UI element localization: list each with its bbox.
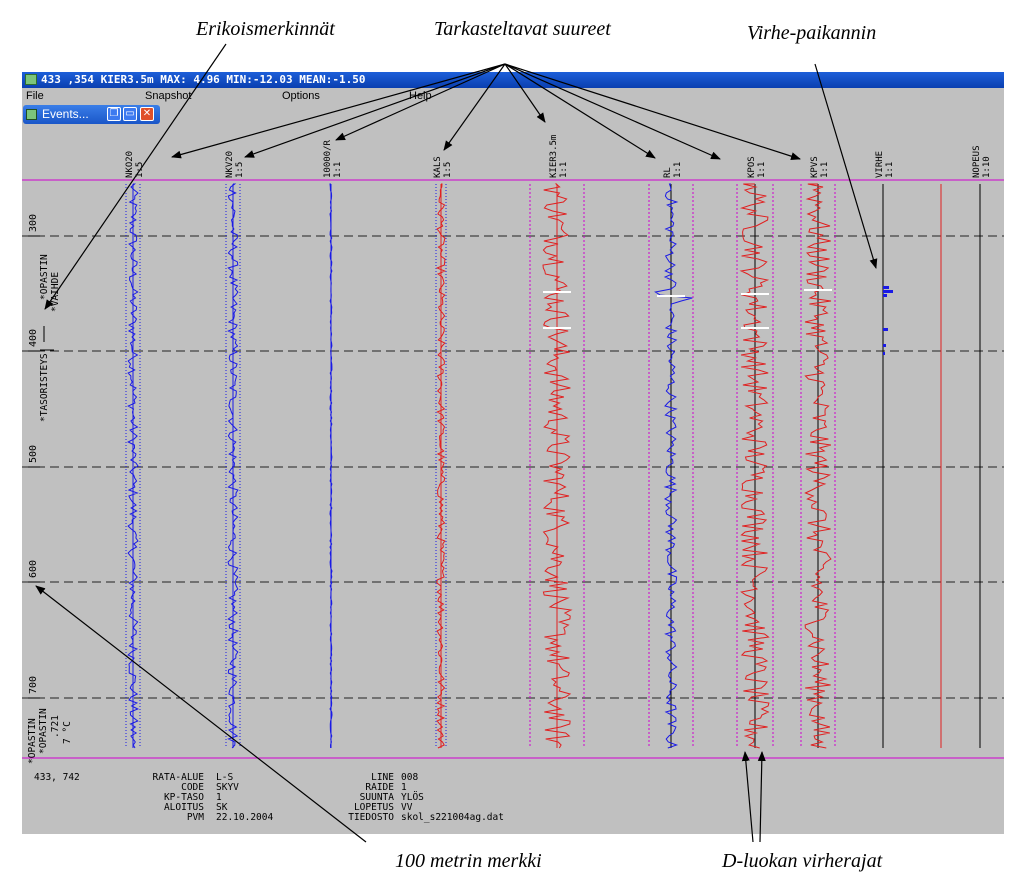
channel-scale: 1:1 — [820, 162, 830, 178]
signal-trace — [329, 183, 333, 749]
footer-position: 433, 742 — [34, 772, 80, 783]
events-window[interactable]: Events... ❐ ▭ ✕ — [23, 105, 160, 124]
signal-trace — [739, 183, 770, 749]
signal-trace — [654, 183, 693, 749]
channel-name: RL — [663, 167, 673, 178]
footer-raide-value: 1 — [401, 782, 407, 793]
distance-label: 500 — [28, 445, 39, 463]
virhe-bar — [883, 328, 888, 331]
window-title: 433 ,354 KIER3.5m MAX: 4.96 MIN:-12.03 M… — [41, 73, 366, 86]
channel-name: KPVS — [810, 156, 820, 178]
channel-name: KIER3.5m — [549, 135, 559, 178]
footer-pvm-value: 22.10.2004 — [216, 812, 274, 823]
app-icon — [25, 74, 37, 85]
menu-bar: File Snapshot Options Help — [22, 88, 1004, 104]
signal-trace — [804, 183, 832, 749]
footer-lopetus-key: LOPETUS — [353, 802, 394, 813]
event-label-value: .721 — [50, 715, 61, 738]
callout-erikoismerkinnat: Erikoismerkinnät — [196, 18, 335, 40]
channel-scale: 1:1 — [757, 162, 767, 178]
virhe-bar — [883, 352, 885, 355]
event-label-vaihde: *VAIHDE — [50, 272, 61, 312]
footer-line-key: LINE — [371, 772, 394, 783]
footer-suunta-key: SUUNTA — [359, 792, 394, 803]
virhe-bar — [883, 294, 887, 297]
channel-scale: 1:1 — [673, 162, 683, 178]
channel-scale: 1:5 — [235, 162, 245, 178]
footer-raide-key: RAIDE — [365, 782, 394, 793]
footer-suunta-value: YLÖS — [401, 792, 424, 803]
events-window-title: Events... — [42, 107, 89, 121]
plot-area: 300 400 500 600 700 *OPASTIN *VAIHDE *TASORISTE… — [22, 104, 1004, 834]
channel-name: NKO20 — [125, 151, 135, 178]
virhe-bar — [883, 286, 889, 289]
channel-name: 10000/R — [323, 139, 333, 178]
distance-label: 700 — [28, 676, 39, 694]
close-button[interactable]: ✕ — [140, 107, 154, 121]
callout-tarkasteltavat-suureet: Tarkasteltavat suureet — [434, 18, 611, 40]
footer-line-value: 008 — [401, 772, 419, 783]
channel-scale: 1:5 — [135, 162, 145, 178]
channel-name: NOPEUS — [972, 145, 982, 178]
virhe-bar — [883, 290, 893, 293]
event-label-tasoristeys: *TASORISTEYS — [39, 353, 50, 422]
window-title-bar[interactable]: 433 ,354 KIER3.5m MAX: 4.96 MIN:-12.03 M… — [22, 72, 1004, 88]
footer-pvm-key: PVM — [186, 812, 204, 823]
channel-scale: 1:10 — [982, 156, 992, 178]
signal-trace — [435, 183, 446, 749]
callout-virhe-paikannin: Virhe-paikannin — [747, 22, 877, 44]
distance-label: 400 — [28, 329, 39, 347]
channel-scale: 1:1 — [559, 162, 569, 178]
event-label-opastin: *OPASTIN — [38, 708, 49, 754]
channel-name: VIRHE — [875, 151, 885, 178]
channel-name: KALS — [433, 156, 443, 178]
footer-info: 433, 742 RATA-ALUE L-S CODE SKYV KP-TASO… — [22, 760, 1004, 834]
channel-scale: 1:5 — [443, 162, 453, 178]
callout-100-metrin-merkki: 100 metrin merkki — [395, 850, 542, 872]
menu-file[interactable]: File — [26, 90, 44, 102]
channel-name: KPOS — [747, 156, 757, 178]
channel-name: NKV20 — [225, 151, 235, 178]
events-window-icon — [26, 109, 37, 120]
distance-label: 300 — [28, 214, 39, 232]
distance-label: 600 — [28, 560, 39, 578]
event-label-opastin: *OPASTIN — [27, 718, 38, 764]
virhe-bar — [883, 344, 886, 347]
event-label-temperature: 7 °C — [62, 721, 73, 744]
menu-options[interactable]: Options — [282, 90, 320, 102]
maximize-button[interactable]: ▭ — [123, 107, 137, 121]
restore-button[interactable]: ❐ — [107, 107, 121, 121]
footer-tiedosto-key: TIEDOSTO — [348, 812, 394, 823]
channel-scale: 1:1 — [885, 162, 895, 178]
callout-d-luokan-virherajat: D-luokan virherajat — [722, 850, 883, 872]
menu-help[interactable]: Help — [409, 90, 432, 102]
signal-trace — [542, 183, 573, 749]
menu-snapshot[interactable]: Snapshot — [145, 90, 192, 102]
footer-lopetus-value: VV — [401, 802, 413, 813]
channel-scale: 1:1 — [333, 162, 343, 178]
event-label-opastin: *OPASTIN — [39, 254, 50, 300]
footer-tiedosto-value: skol_s221004ag.dat — [401, 812, 504, 823]
